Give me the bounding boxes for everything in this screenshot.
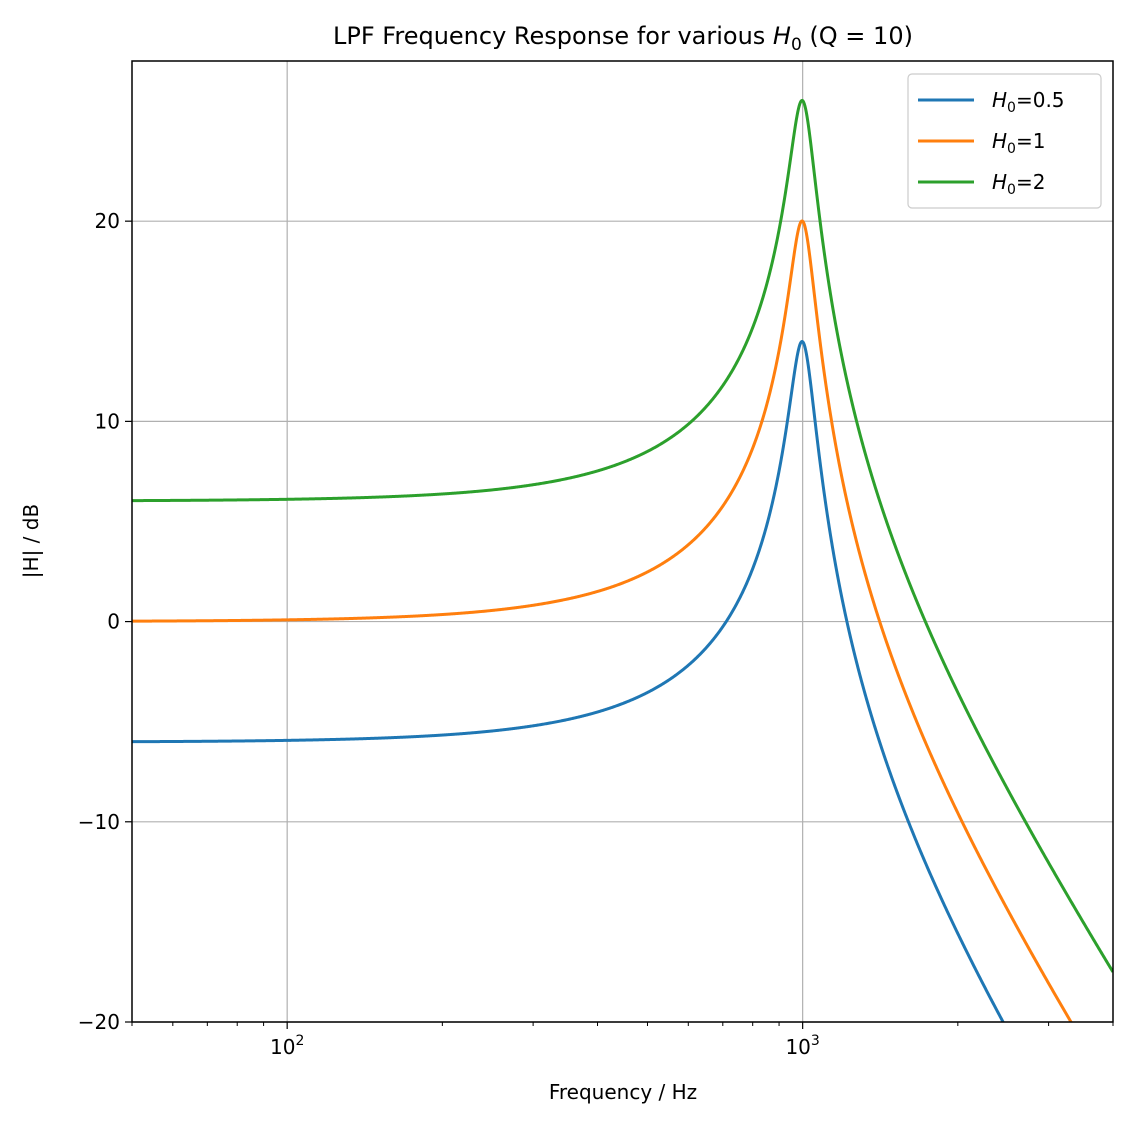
legend-label: H0=2 [992, 170, 1045, 198]
legend-box [907, 73, 1102, 209]
legend: H0=0.5 H0=1 H0=2 [907, 73, 1102, 209]
y-tick-label: 10 [95, 409, 120, 433]
plot-frame [131, 60, 1114, 1023]
ticks: −20 −10 0 10 20 102 103 [78, 209, 1114, 1059]
legend-label: H0=1 [992, 129, 1045, 157]
y-axis-label: |H| / dB [19, 504, 43, 578]
y-tick-label: 0 [107, 610, 120, 634]
x-axis-label: Frequency / Hz [549, 1080, 697, 1104]
y-tick-label: −20 [78, 1010, 120, 1034]
y-tick-label: 20 [95, 209, 120, 233]
x-tick-label: 103 [785, 1033, 819, 1059]
series-line [132, 219, 1073, 1022]
series-line [132, 339, 1005, 1022]
x-tick-label: 102 [270, 1033, 304, 1059]
y-tick-label: −10 [78, 810, 120, 834]
series-lines [132, 98, 1113, 1022]
chart-title: LPF Frequency Response for various H0 (Q… [333, 22, 913, 55]
series-line [132, 98, 1113, 973]
legend-label: H0=0.5 [992, 88, 1065, 116]
